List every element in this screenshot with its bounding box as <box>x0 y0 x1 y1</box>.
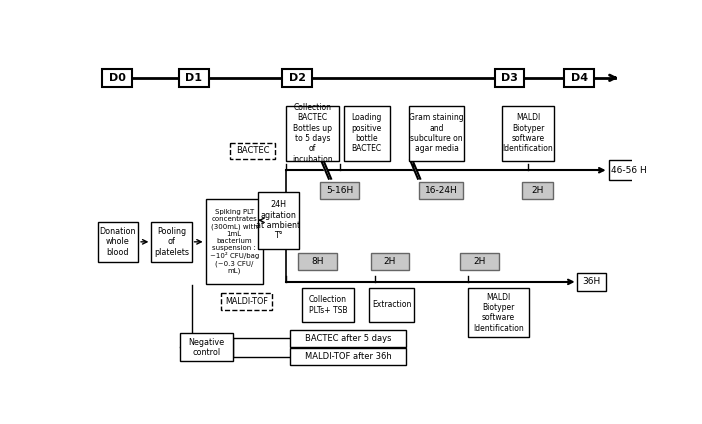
Bar <box>369 288 414 322</box>
Bar <box>221 293 272 310</box>
Text: Pooling
of
platelets: Pooling of platelets <box>154 227 189 257</box>
Bar <box>303 288 354 322</box>
Bar <box>180 333 232 361</box>
Bar <box>282 69 312 87</box>
Bar <box>460 254 498 271</box>
Text: BACTEC after 5 days: BACTEC after 5 days <box>305 334 392 343</box>
Bar <box>609 160 648 180</box>
Text: 2H: 2H <box>384 257 396 266</box>
Bar <box>371 254 409 271</box>
Bar <box>343 106 390 161</box>
Bar <box>179 69 208 87</box>
Text: Gram staining
and
subculture on
agar media: Gram staining and subculture on agar med… <box>409 113 464 153</box>
Text: Negative
control: Negative control <box>188 338 225 357</box>
Text: D3: D3 <box>501 73 518 83</box>
Text: Collection
BACTEC
Bottles up
to 5 days
of
incubation: Collection BACTEC Bottles up to 5 days o… <box>292 103 333 164</box>
Text: MALDI-TOF after 36h: MALDI-TOF after 36h <box>305 352 392 361</box>
Bar <box>98 222 138 262</box>
Bar <box>298 254 336 271</box>
Text: 24H
agitation
at ambient
T°: 24H agitation at ambient T° <box>256 200 300 240</box>
Bar <box>495 69 524 87</box>
Text: 36H: 36H <box>583 277 601 286</box>
Bar <box>320 182 359 199</box>
Bar <box>420 182 463 199</box>
Text: Collection
PLTs+ TSB: Collection PLTs+ TSB <box>309 295 347 315</box>
Bar <box>522 182 552 199</box>
Text: MALDI
Biotyper
software
Identification: MALDI Biotyper software Identification <box>503 113 553 153</box>
Text: BACTEC: BACTEC <box>236 146 270 156</box>
Text: 5-16H: 5-16H <box>326 186 353 195</box>
Bar <box>102 69 132 87</box>
Text: Donation
whole
blood: Donation whole blood <box>100 227 136 257</box>
Bar <box>290 348 406 365</box>
Bar <box>577 273 607 291</box>
Bar <box>290 329 406 346</box>
Text: D4: D4 <box>571 73 588 83</box>
Text: 46-56 H: 46-56 H <box>611 166 647 175</box>
Text: 16-24H: 16-24H <box>425 186 458 195</box>
Text: 2H: 2H <box>473 257 485 266</box>
Bar <box>564 69 594 87</box>
Text: 8H: 8H <box>311 257 324 266</box>
Text: D0: D0 <box>109 73 126 83</box>
Text: MALDI-TOF: MALDI-TOF <box>225 297 268 306</box>
Text: Extraction: Extraction <box>372 301 411 310</box>
Text: MALDI
Biotyper
software
Identification: MALDI Biotyper software Identification <box>473 293 524 333</box>
Text: 2H: 2H <box>531 186 543 195</box>
Bar <box>258 192 298 249</box>
Bar <box>206 199 263 284</box>
Text: D2: D2 <box>289 73 305 83</box>
Bar <box>230 142 275 159</box>
Bar <box>468 288 529 338</box>
Text: Spiking PLT
concentrates
(300mL) with
1mL
bacterium
suspension :
~10² CFU/bag
(~: Spiking PLT concentrates (300mL) with 1m… <box>210 209 259 274</box>
Bar <box>409 106 465 161</box>
Text: D1: D1 <box>185 73 202 83</box>
Text: Loading
positive
bottle
BACTEC: Loading positive bottle BACTEC <box>352 113 382 153</box>
Bar <box>502 106 555 161</box>
Bar <box>152 222 192 262</box>
Bar <box>286 106 339 161</box>
